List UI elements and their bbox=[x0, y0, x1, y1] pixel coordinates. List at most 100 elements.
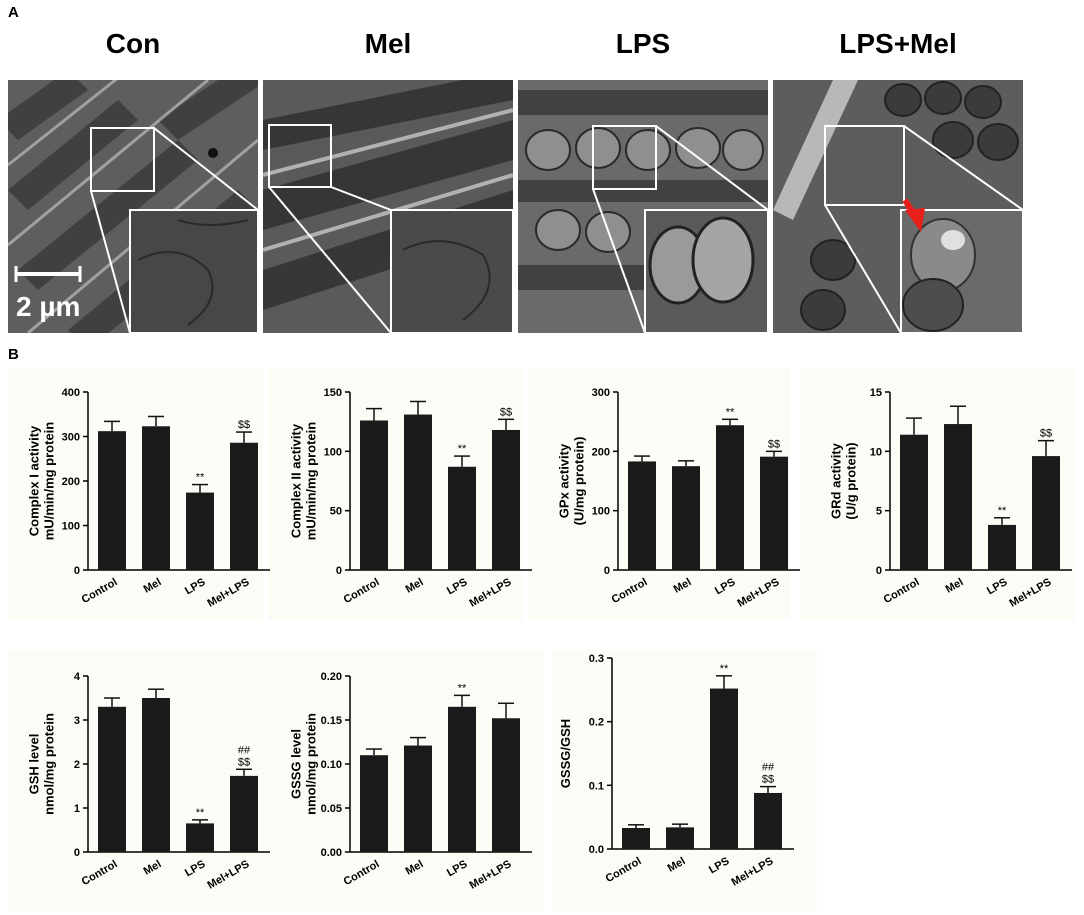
significance-label: ** bbox=[726, 406, 735, 418]
x-tick-label: Mel+LPS bbox=[468, 576, 514, 609]
x-tick-label: LPS bbox=[707, 855, 732, 876]
bar bbox=[710, 688, 738, 849]
y-tick-label: 100 bbox=[592, 506, 610, 518]
x-tick-label: Mel+LPS bbox=[730, 855, 776, 888]
x-tick-label: Mel bbox=[142, 576, 164, 596]
significance-label: $$ bbox=[238, 756, 250, 768]
y-tick-label: 0.15 bbox=[321, 715, 342, 727]
significance-label: ** bbox=[196, 472, 205, 484]
x-tick-label: Mel bbox=[672, 576, 694, 596]
significance-label: $$ bbox=[762, 774, 774, 786]
bar bbox=[360, 420, 388, 570]
x-tick-label: Control bbox=[604, 855, 644, 885]
x-tick-label: Mel bbox=[944, 576, 966, 596]
y-axis-label: GPx activity bbox=[557, 443, 572, 518]
em-image-control: 2 µm bbox=[8, 80, 258, 333]
x-tick-label: Mel bbox=[404, 858, 426, 878]
bar bbox=[98, 706, 126, 852]
y-tick-label: 0.00 bbox=[321, 847, 342, 859]
panel-a-letter: A bbox=[8, 4, 19, 21]
y-tick-label: 10 bbox=[870, 446, 882, 458]
bar bbox=[404, 745, 432, 852]
bar bbox=[142, 698, 170, 852]
significance-label: ## bbox=[238, 744, 251, 756]
y-tick-label: 400 bbox=[62, 387, 80, 399]
y-axis-label: nmol/mg protein bbox=[304, 713, 319, 815]
y-tick-label: 150 bbox=[324, 387, 342, 399]
y-tick-label: 0 bbox=[876, 565, 882, 577]
bar bbox=[754, 792, 782, 849]
bar bbox=[230, 775, 258, 852]
bar bbox=[360, 755, 388, 852]
x-tick-label: Mel+LPS bbox=[736, 576, 782, 609]
bar bbox=[492, 429, 520, 570]
significance-label: ** bbox=[458, 682, 467, 694]
significance-label: ** bbox=[458, 443, 467, 455]
red-arrow-icon bbox=[902, 198, 925, 232]
bar bbox=[760, 456, 788, 570]
bar bbox=[944, 424, 972, 570]
y-tick-label: 100 bbox=[324, 446, 342, 458]
significance-label: ** bbox=[720, 663, 729, 675]
bar bbox=[716, 425, 744, 570]
em-image-mel bbox=[263, 80, 513, 333]
y-axis-label: GSSG/GSH bbox=[558, 719, 573, 788]
x-tick-label: Mel+LPS bbox=[468, 858, 514, 891]
y-tick-label: 0.05 bbox=[321, 803, 342, 815]
y-tick-label: 0 bbox=[336, 565, 342, 577]
bar bbox=[988, 524, 1016, 570]
y-tick-label: 0.20 bbox=[321, 671, 342, 683]
y-axis-label: mU/min/mg protein bbox=[304, 422, 319, 541]
bar bbox=[622, 827, 650, 849]
x-tick-label: LPS bbox=[985, 576, 1010, 597]
y-tick-label: 15 bbox=[870, 387, 882, 399]
bar bbox=[492, 718, 520, 852]
em-title-lps: LPS bbox=[615, 28, 671, 59]
em-title-mel: Mel bbox=[364, 28, 412, 59]
bar bbox=[186, 823, 214, 852]
y-tick-label: 4 bbox=[74, 671, 81, 683]
em-title-lps-mel: LPS+Mel bbox=[839, 28, 957, 59]
y-axis-label: GSSG level bbox=[289, 729, 304, 799]
y-tick-label: 100 bbox=[62, 521, 80, 533]
chart-grd bbox=[800, 368, 1075, 620]
significance-label: $$ bbox=[238, 419, 250, 431]
x-tick-label: Control bbox=[882, 576, 922, 606]
y-tick-label: 2 bbox=[74, 759, 80, 771]
y-tick-label: 0.3 bbox=[589, 653, 604, 665]
significance-label: $$ bbox=[768, 438, 780, 450]
y-tick-label: 0.0 bbox=[589, 844, 604, 856]
y-tick-label: 0.2 bbox=[589, 717, 604, 729]
x-tick-label: LPS bbox=[183, 576, 208, 597]
bar bbox=[1032, 456, 1060, 570]
significance-label: ** bbox=[998, 505, 1007, 517]
em-title-con: Con bbox=[105, 28, 161, 59]
bar bbox=[666, 827, 694, 849]
x-tick-label: Control bbox=[342, 576, 382, 606]
chart-gpx bbox=[528, 368, 790, 620]
y-axis-label: GRd activity bbox=[829, 442, 844, 519]
y-tick-label: 0 bbox=[74, 565, 80, 577]
y-tick-label: 50 bbox=[330, 506, 342, 518]
y-axis-label: mU/min/mg protein bbox=[42, 422, 57, 541]
chart-complex-ii bbox=[268, 368, 523, 620]
y-axis-label: Complex I activity bbox=[27, 425, 42, 536]
bar bbox=[672, 466, 700, 570]
y-tick-label: 300 bbox=[62, 432, 80, 444]
em-image-lps-mel bbox=[773, 80, 1023, 333]
significance-label: $$ bbox=[1040, 428, 1052, 440]
x-tick-label: LPS bbox=[445, 576, 470, 597]
panel-b-letter: B bbox=[8, 346, 19, 363]
y-axis-label: (U/mg protein) bbox=[572, 437, 587, 526]
y-tick-label: 0.10 bbox=[321, 759, 342, 771]
bar bbox=[230, 442, 258, 570]
x-tick-label: Control bbox=[80, 858, 120, 888]
bar bbox=[628, 461, 656, 570]
y-tick-label: 0 bbox=[604, 565, 610, 577]
significance-label: ** bbox=[196, 807, 205, 819]
em-image-lps bbox=[518, 80, 768, 333]
y-tick-label: 1 bbox=[74, 803, 80, 815]
bar bbox=[900, 434, 928, 570]
x-tick-label: Control bbox=[80, 576, 120, 606]
